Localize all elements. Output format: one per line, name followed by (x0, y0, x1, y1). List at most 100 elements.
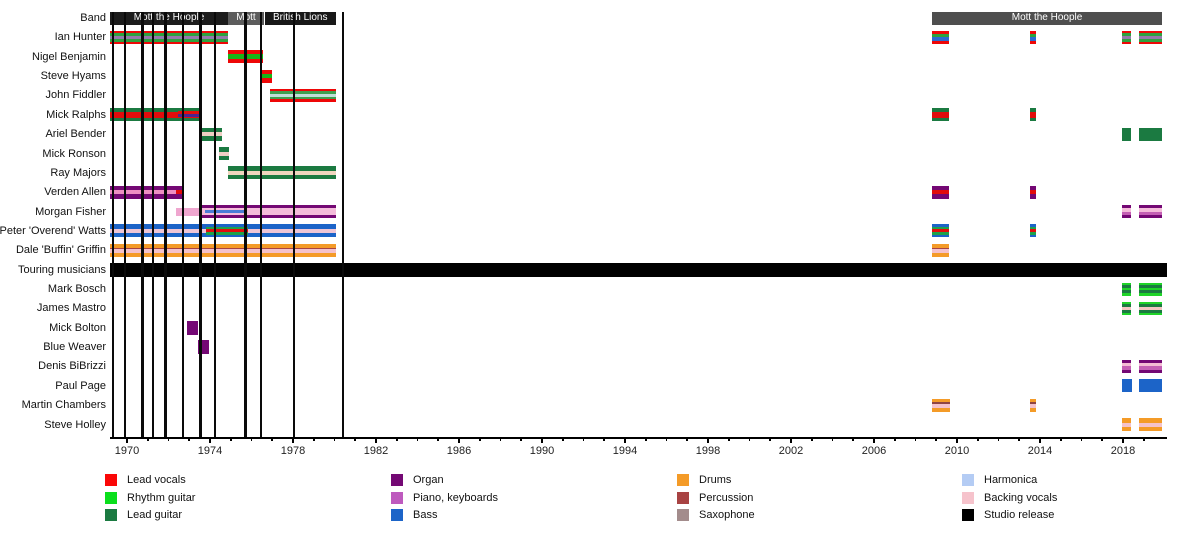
bar-mick-ralphs (1029, 108, 1037, 122)
bar-stripe (1138, 306, 1163, 310)
bar-stripe (1029, 229, 1037, 233)
bar-stripe (1138, 290, 1163, 294)
bar-stripe (1138, 369, 1163, 373)
bar-stripe (1121, 211, 1132, 216)
bar-stripe (931, 408, 950, 412)
axis-minor-tick (167, 437, 170, 441)
bar-stripe (109, 262, 1167, 277)
bar-ariel-bender (1138, 127, 1163, 141)
legend-label-drums: Drums (699, 474, 732, 486)
axis-minor-tick (893, 437, 896, 441)
bar-stripe (1121, 363, 1132, 367)
bar-stripe (260, 69, 273, 74)
bar-stripe (247, 215, 336, 219)
axis-major-tick (790, 437, 792, 443)
legend-label-lead-guitar: Lead guitar (127, 509, 183, 522)
studio-release-line (292, 12, 296, 437)
bar-john-fiddler (270, 88, 336, 102)
bar-stripe (109, 233, 206, 238)
axis-minor-tick (582, 437, 585, 441)
bar-stripe (931, 247, 949, 250)
bar-mick-bolton (187, 320, 198, 335)
bar-james-mastro (1121, 301, 1132, 315)
bar-mark-bosch (1138, 282, 1163, 296)
bar-stripe (1029, 402, 1037, 405)
bar-stripe (1029, 235, 1037, 238)
legend-swatch-bass (391, 509, 403, 522)
bar-stripe (931, 243, 949, 248)
bar-stripe (931, 224, 949, 227)
bar-stripe (1138, 211, 1163, 216)
row-label-peter-overend-watts: Peter 'Overend' Watts (0, 224, 106, 237)
axis-year-label: 2006 (861, 445, 887, 457)
bar-stripe (931, 117, 949, 122)
axis-year-label: 1994 (612, 445, 638, 457)
bar-stripe (260, 73, 273, 79)
bar-ray-majors (228, 166, 336, 180)
bar-stripe (187, 320, 198, 335)
bar-stripe (1138, 36, 1163, 39)
bar-dale-buffin-griffin (931, 243, 949, 257)
bar-ian-hunter (931, 30, 949, 44)
legend-swatch-percussion (677, 491, 689, 504)
bar-stripe (1138, 284, 1163, 288)
bar-stripe (219, 151, 230, 156)
axis-year-label: 2002 (778, 445, 804, 457)
bar-stripe (1121, 310, 1132, 313)
bar-stripe (109, 111, 178, 118)
bar-denis-bibrizzi (1138, 359, 1163, 373)
axis-minor-tick (997, 437, 1000, 441)
bar-peter-overend-watts (248, 224, 336, 238)
axis-major-tick (1039, 437, 1041, 443)
bar-stripe (1138, 38, 1163, 42)
x-axis-line (109, 437, 1167, 439)
bar-stripe (247, 205, 336, 209)
bar-stripe (205, 205, 248, 209)
bar-stripe (1029, 30, 1037, 35)
bar-stripe (931, 11, 1163, 25)
legend-label-organ: Organ (413, 474, 444, 486)
bar-stripe (931, 226, 949, 230)
studio-release-line (181, 12, 185, 437)
bar-mick-ralphs (931, 108, 949, 122)
axis-minor-tick (935, 437, 938, 441)
bar-stripe (1029, 189, 1037, 195)
bar-stripe (200, 215, 206, 219)
bar-band: Mott the Hoople (109, 11, 229, 25)
axis-year-label: 1986 (446, 445, 472, 457)
bar-stripe (270, 93, 336, 98)
bar-stripe (177, 118, 201, 122)
bar-morgan-fisher (200, 205, 206, 219)
bar-stripe (1138, 287, 1163, 291)
axis-minor-tick (852, 437, 855, 441)
bar-stripe (205, 229, 249, 233)
bar-ian-hunter (1121, 30, 1132, 44)
bar-stripe (931, 249, 949, 254)
bar-stripe (1121, 33, 1132, 37)
bar-stripe (1138, 312, 1163, 315)
bar-stripe (1121, 284, 1132, 288)
bar-stripe (1029, 408, 1037, 412)
axis-minor-tick (686, 437, 689, 441)
axis-minor-tick (312, 437, 315, 441)
axis-year-label: 1978 (280, 445, 306, 457)
bar-stripe (270, 97, 336, 100)
axis-year-label: 2014 (1027, 445, 1053, 457)
bar-stripe (1121, 306, 1132, 310)
bar-ian-hunter (109, 30, 229, 44)
bar-ian-hunter (1029, 30, 1037, 44)
bar-stripe (1029, 194, 1037, 199)
bar-stripe (109, 33, 229, 37)
row-label-paul-page: Paul Page (55, 379, 106, 392)
bar-peter-overend-watts (931, 224, 949, 238)
bar-stripe (1121, 38, 1132, 42)
axis-minor-tick (1059, 437, 1062, 441)
bar-stripe (205, 208, 248, 211)
bar-stripe (1138, 301, 1163, 305)
bar-stripe (1138, 41, 1163, 44)
legend-label-piano-keyboards: Piano, keyboards (413, 491, 498, 504)
bar-stripe (175, 207, 201, 216)
studio-release-line (243, 12, 247, 437)
legend-swatch-studio-release (962, 509, 974, 522)
